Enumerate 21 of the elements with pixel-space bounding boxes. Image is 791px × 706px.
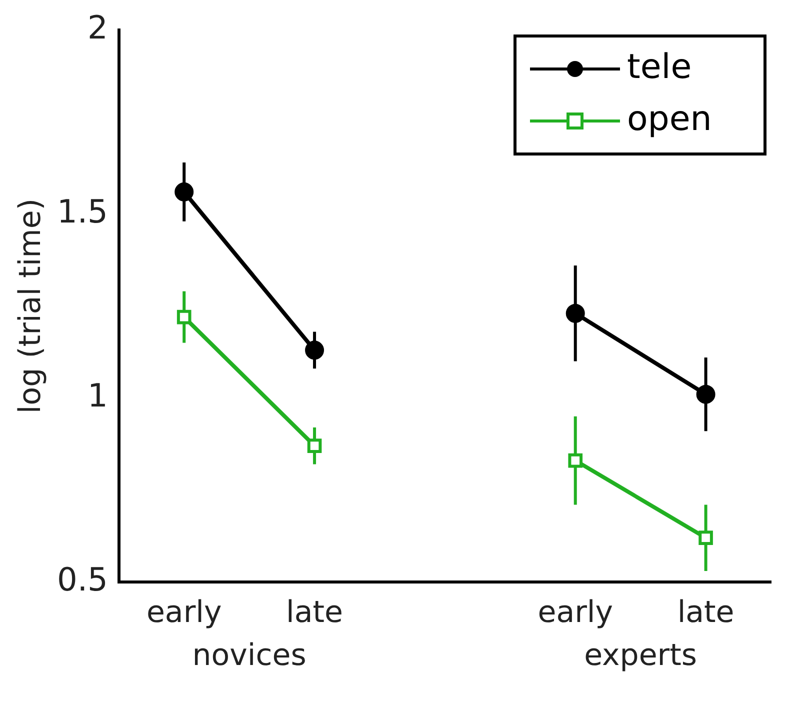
y-tick-label: 1.5 xyxy=(57,192,108,230)
point xyxy=(307,438,322,453)
text: novices xyxy=(192,638,306,673)
legend-label: tele xyxy=(627,46,692,87)
point xyxy=(176,310,192,324)
y-tick-label: 1 xyxy=(88,376,108,414)
y-tick-label: 0.5 xyxy=(57,560,108,598)
point xyxy=(305,340,324,360)
y-axis-title: log (trial time) xyxy=(12,198,48,414)
x-tick-label: early xyxy=(146,594,222,630)
y-tick-label: 2 xyxy=(88,8,108,46)
point xyxy=(568,453,583,468)
point xyxy=(698,530,713,545)
x-tick-label: early xyxy=(538,594,613,630)
point xyxy=(696,384,716,404)
point xyxy=(566,304,585,323)
point xyxy=(174,182,194,202)
x-tick-label: late xyxy=(286,594,343,630)
legend-label: open xyxy=(627,98,712,139)
text: experts xyxy=(584,638,698,673)
x-tick-label: late xyxy=(677,594,734,630)
